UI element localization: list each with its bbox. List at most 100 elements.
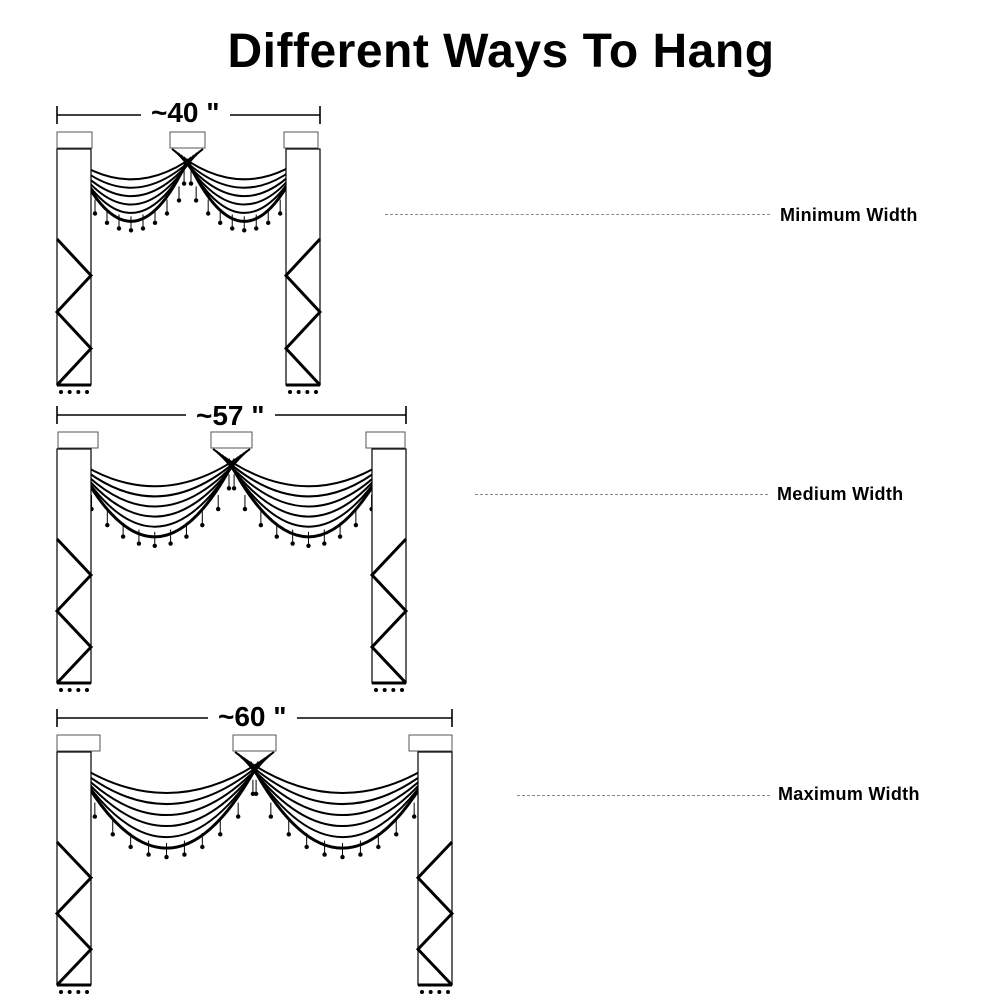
bead — [116, 226, 122, 231]
side-tail — [417, 751, 453, 986]
bead — [230, 226, 235, 231]
bead — [322, 541, 327, 546]
bead — [59, 390, 63, 394]
mounting-board — [408, 734, 453, 752]
bead — [382, 688, 387, 692]
side-tail — [56, 448, 92, 684]
bead — [314, 390, 318, 394]
bead — [146, 852, 151, 857]
bead — [200, 522, 205, 528]
swag-fold — [64, 755, 269, 816]
bead — [59, 990, 63, 994]
bead — [290, 541, 295, 546]
bead — [200, 844, 205, 850]
bead — [218, 220, 223, 226]
side-tail — [56, 751, 92, 986]
bead — [411, 814, 417, 819]
bead — [258, 522, 264, 528]
bead — [305, 390, 310, 394]
bead — [188, 181, 194, 186]
mounting-board — [56, 131, 93, 149]
dimension-label-medium: ~57 " — [186, 401, 275, 431]
bead — [215, 506, 221, 512]
bead — [76, 390, 81, 394]
tail-fold — [283, 237, 323, 387]
bead — [400, 688, 404, 692]
bead — [128, 844, 133, 850]
bead — [376, 844, 381, 850]
width-label-maximum: Maximum Width — [778, 784, 920, 804]
width-label-medium: Medium Width — [777, 484, 904, 504]
bead — [120, 534, 126, 539]
bead — [353, 522, 359, 528]
bead — [277, 211, 283, 216]
side-tail — [56, 148, 92, 386]
bead — [218, 832, 223, 837]
mounting-board — [283, 131, 319, 149]
bead — [59, 688, 63, 692]
bead — [76, 688, 81, 692]
bead — [250, 791, 256, 797]
bead — [104, 220, 110, 226]
bead — [374, 688, 378, 692]
side-tail — [371, 448, 407, 684]
bead — [268, 814, 274, 819]
bead — [128, 228, 134, 233]
tail-fold — [415, 840, 455, 987]
bead — [85, 688, 89, 692]
bead — [242, 228, 247, 233]
bead — [420, 990, 424, 994]
bead — [136, 541, 142, 546]
bead — [337, 534, 343, 539]
width-label-minimum: Minimum Width — [780, 205, 918, 225]
bead — [288, 390, 292, 394]
bead — [184, 534, 189, 539]
mounting-board — [210, 431, 253, 449]
bead — [205, 211, 211, 216]
bead — [181, 181, 187, 186]
mounting-board — [56, 734, 101, 752]
bead — [394, 832, 399, 837]
bead — [85, 390, 89, 394]
bead — [164, 211, 170, 216]
swag-fold — [70, 759, 263, 839]
bead — [110, 832, 115, 837]
mounting-board — [57, 431, 99, 449]
bead — [428, 990, 433, 994]
tail-fold — [54, 537, 94, 685]
bead — [168, 541, 173, 546]
tail-fold — [54, 840, 94, 987]
bead — [304, 844, 309, 850]
bead — [437, 990, 442, 994]
bead — [254, 226, 259, 231]
bead — [242, 506, 248, 512]
page-title: Different Ways To Hang — [227, 25, 775, 78]
bead — [152, 543, 157, 549]
bead — [152, 220, 158, 226]
leader-line-minimum — [385, 214, 770, 215]
dimension-label-maximum: ~60 " — [208, 702, 297, 732]
mounting-board — [232, 734, 277, 752]
mounting-board — [365, 431, 406, 449]
bead — [92, 814, 98, 819]
bead — [274, 534, 279, 539]
bead — [226, 486, 232, 491]
bead — [266, 220, 271, 226]
dimension-label-minimum: ~40 " — [141, 98, 230, 128]
bead — [76, 990, 81, 994]
leader-line-maximum — [517, 795, 770, 796]
bead — [286, 832, 291, 837]
bead — [92, 211, 98, 216]
bead — [322, 852, 327, 857]
leader-line-medium — [475, 494, 768, 495]
bead — [85, 990, 89, 994]
swag-fold — [67, 757, 266, 828]
bead — [340, 854, 345, 860]
bead — [235, 814, 241, 819]
bead — [391, 688, 396, 692]
mounting-board — [169, 131, 206, 149]
bead — [164, 854, 169, 860]
